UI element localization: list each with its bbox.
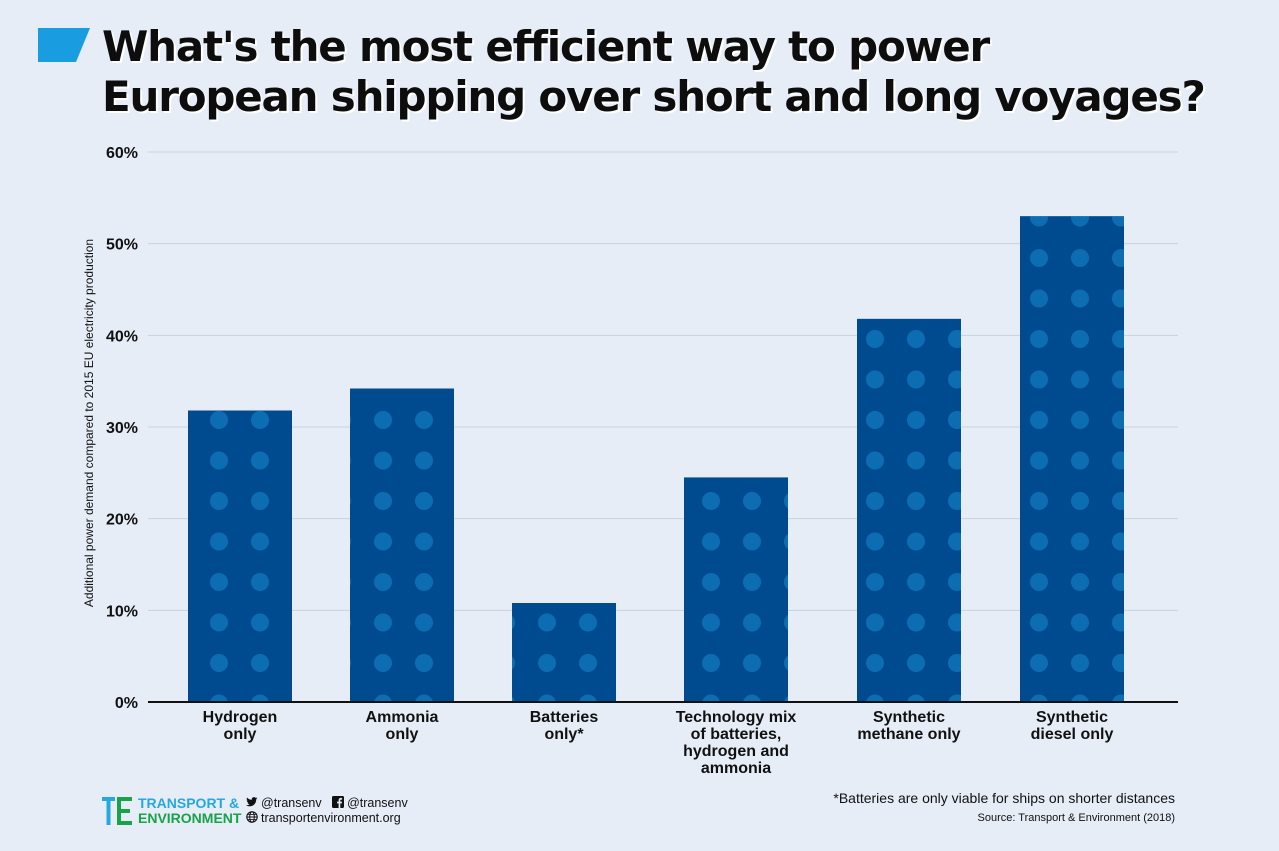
bar-dot-texture — [350, 388, 454, 702]
category-label-line: Technology mix — [676, 709, 797, 726]
footnote: *Batteries are only viable for ships on … — [833, 790, 1175, 806]
transport-environment-logo-icon — [102, 797, 132, 825]
y-tick-label: 60% — [106, 145, 138, 162]
y-tick-label: 50% — [106, 237, 138, 254]
facebook-icon — [332, 796, 345, 808]
bars — [188, 216, 1124, 702]
bar-dot-texture — [1020, 216, 1124, 702]
category-label: Synthetic methane only — [857, 709, 960, 743]
bar-dot-texture — [188, 410, 292, 702]
gridlines — [148, 151, 1178, 611]
y-tick-label: 40% — [106, 328, 138, 345]
category-label-line: methane only — [857, 726, 960, 743]
bar — [350, 388, 454, 702]
y-tick-label: 20% — [106, 512, 138, 529]
category-label: Batteries only* — [530, 709, 599, 743]
bar — [857, 318, 961, 702]
bar-dot-texture — [857, 318, 961, 702]
category-label: Ammonia only — [366, 709, 439, 743]
title-line-1: What's the most efficient way to power — [102, 22, 990, 71]
category-label-line: only* — [544, 726, 584, 743]
brand-name: TRANSPORT & ENVIRONMENT — [138, 796, 241, 826]
category-label-line: Ammonia — [366, 709, 439, 726]
bar — [1020, 216, 1124, 702]
category-label: Hydrogen only — [203, 709, 278, 743]
category-label-line: Hydrogen — [203, 709, 278, 726]
facebook-handle[interactable]: @transenv — [347, 796, 408, 810]
category-label-line: only — [386, 726, 419, 743]
category-label: Technology mix of batteries, hydrogen and a… — [676, 709, 797, 777]
category-label-line: hydrogen and — [683, 743, 789, 760]
bar-dot-texture — [512, 603, 616, 702]
y-tick-labels: 0% 10% 20% 30% 40% 50% 60% — [106, 145, 138, 712]
category-label-line: diesel only — [1031, 726, 1114, 743]
y-tick-label: 0% — [115, 695, 138, 712]
category-label-line: Batteries — [530, 709, 599, 726]
bar — [188, 410, 292, 702]
social-links: @transenv @transenv transportenvironment… — [246, 796, 408, 826]
source-credit: Source: Transport & Environment (2018) — [977, 812, 1175, 824]
brand-line-2: ENVIRONMENT — [138, 810, 242, 826]
category-label-line: of batteries, — [691, 726, 782, 743]
brand-line-1: TRANSPORT & — [138, 795, 240, 811]
category-label: Synthetic diesel only — [1031, 709, 1114, 743]
category-label-line: Synthetic — [1036, 709, 1108, 726]
website-link[interactable]: transportenvironment.org — [261, 811, 401, 825]
category-label-line: Synthetic — [873, 709, 945, 726]
twitter-icon — [246, 797, 258, 807]
page-title: What's the most efficient way to power E… — [102, 22, 1206, 122]
globe-icon — [246, 811, 258, 823]
bar — [512, 603, 616, 702]
bar — [684, 477, 788, 702]
bar-dot-texture — [684, 477, 788, 702]
y-tick-label: 30% — [106, 420, 138, 437]
category-label-line: only — [224, 726, 257, 743]
y-tick-label: 10% — [106, 603, 138, 620]
category-label-line: ammonia — [701, 760, 771, 777]
title-accent-parallelogram — [38, 28, 90, 62]
twitter-handle[interactable]: @transenv — [261, 796, 322, 810]
title-line-2: European shipping over short and long vo… — [102, 72, 1206, 121]
